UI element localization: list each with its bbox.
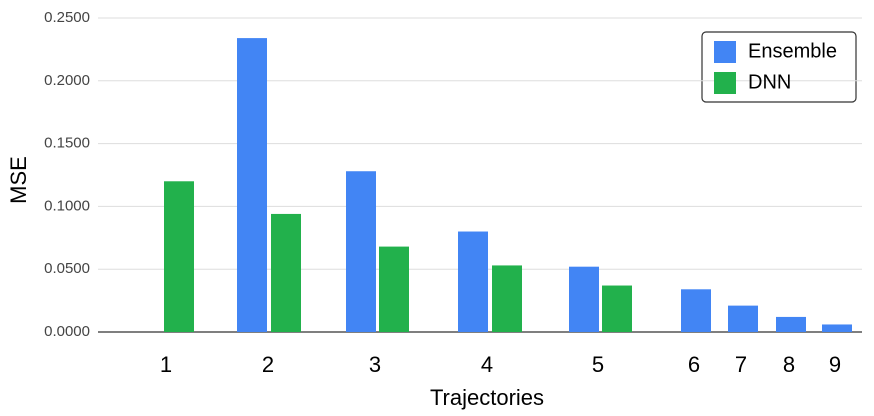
x-axis-title: Trajectories [430,385,544,410]
y-tick-label: 0.2500 [44,9,90,26]
y-tick-label: 0.0500 [44,260,90,277]
y-tick-label: 0.0000 [44,323,90,340]
x-tick-label: 8 [783,352,795,377]
y-tick-label: 0.2000 [44,72,90,89]
bar [681,289,711,332]
legend-label: DNN [748,71,791,93]
bar [164,181,194,332]
y-axis-title: MSE [6,156,31,204]
bar [822,324,852,332]
x-tick-label: 9 [829,352,841,377]
x-tick-label: 2 [262,352,274,377]
x-tick-label: 7 [735,352,747,377]
legend-label: Ensemble [748,40,837,62]
legend-swatch [714,72,736,94]
bar [602,285,632,332]
x-tick-label: 6 [688,352,700,377]
legend-swatch [714,41,736,63]
bar [271,213,301,332]
y-tick-label: 0.1500 [44,135,90,152]
bar [237,38,267,332]
x-tick-label: 5 [592,352,604,377]
bar [346,171,376,332]
bar [776,316,806,332]
x-tick-label: 3 [369,352,381,377]
bar [728,305,758,332]
bar [379,246,409,332]
legend-box [701,31,857,103]
bar [458,231,488,332]
bar [569,266,599,332]
x-tick-label: 1 [160,352,172,377]
y-tick-label: 0.1000 [44,197,90,214]
bar [492,265,522,332]
x-tick-label: 4 [481,352,493,377]
